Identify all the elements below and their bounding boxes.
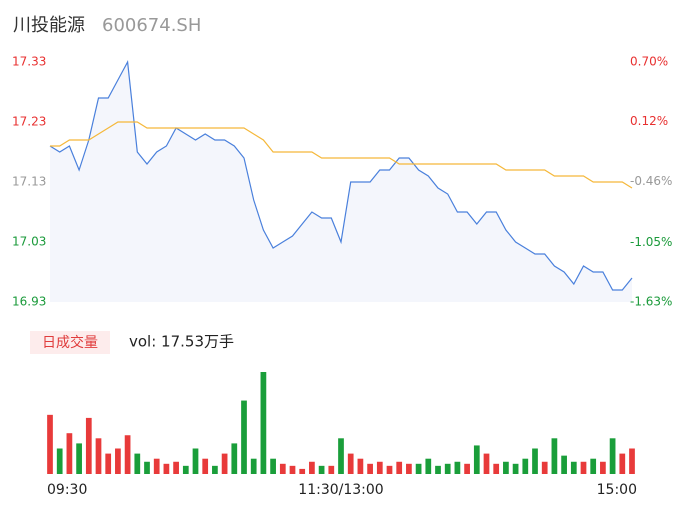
y-tick-label: 16.93 — [12, 295, 46, 309]
volume-bar — [464, 463, 470, 474]
volume-bar — [444, 463, 451, 474]
volume-bar — [493, 463, 500, 474]
volume-bar — [590, 458, 597, 474]
price-area — [50, 62, 632, 302]
volume-bar — [134, 453, 141, 474]
volume-bar — [367, 463, 373, 474]
volume-bar — [309, 461, 315, 474]
volume-bar — [406, 463, 412, 474]
volume-bar — [115, 448, 121, 474]
volume-bar — [541, 461, 548, 474]
volume-bar — [212, 465, 218, 474]
stock-code: 600674.SH — [102, 15, 201, 36]
volume-bar — [338, 438, 344, 474]
y-tick-label: 17.03 — [12, 235, 46, 249]
volume-bar — [551, 438, 558, 474]
volume-bar — [347, 453, 354, 474]
volume-bar — [95, 438, 102, 474]
volume-bar — [105, 453, 112, 474]
volume-bar — [144, 461, 150, 474]
volume-total: vol: 17.53万手 — [129, 333, 234, 351]
volume-bar — [580, 461, 587, 474]
volume-bar — [561, 455, 567, 474]
volume-bar — [522, 458, 529, 474]
volume-bar — [376, 461, 383, 474]
volume-bar — [173, 461, 179, 474]
volume-bar — [182, 465, 189, 474]
y2-tick-label: -1.05% — [630, 235, 672, 249]
volume-bar — [231, 443, 238, 474]
volume-bar — [318, 465, 325, 474]
stock-name: 川投能源 — [13, 15, 85, 36]
volume-bar — [76, 443, 82, 474]
volume-bar — [202, 458, 209, 474]
volume-bar — [483, 453, 490, 474]
volume-bar — [396, 461, 403, 474]
volume-bar — [357, 458, 364, 474]
volume-bar — [221, 453, 228, 474]
y-tick-label: 17.13 — [12, 175, 46, 189]
volume-bar — [473, 445, 480, 474]
y2-tick-label: 0.70% — [630, 55, 668, 69]
volume-bar — [163, 463, 170, 474]
x-tick-label: 11:30/13:00 — [298, 482, 383, 498]
volume-bar — [600, 461, 606, 474]
y-tick-label: 17.33 — [12, 55, 46, 69]
volume-bar — [386, 465, 393, 474]
volume-bar — [609, 438, 616, 474]
volume-bar — [619, 453, 626, 474]
volume-bar — [153, 458, 160, 474]
volume-bar — [328, 465, 335, 474]
y2-tick-label: 0.12% — [630, 114, 668, 128]
volume-bar — [47, 414, 53, 474]
y-tick-label: 17.23 — [12, 115, 46, 129]
series-line — [50, 121, 633, 189]
volume-bar — [425, 458, 432, 474]
volume-title: 日成交量 — [42, 334, 98, 351]
volume-bar — [503, 461, 509, 474]
volume-bar — [512, 463, 519, 474]
volume-bar — [279, 463, 286, 474]
volume-bar — [192, 448, 199, 474]
volume-bar — [629, 448, 635, 474]
volume-bar — [289, 465, 296, 474]
volume-bar — [56, 448, 63, 474]
volume-bar — [250, 458, 257, 474]
series-line — [49, 60, 633, 291]
volume-bar — [532, 448, 538, 474]
volume-bar — [241, 400, 247, 474]
volume-bar — [270, 458, 276, 474]
volume-bar — [66, 433, 73, 474]
volume-bar — [299, 468, 306, 474]
volume-bar — [435, 465, 441, 474]
y2-tick-label: -1.63% — [630, 295, 672, 309]
volume-bar — [124, 435, 131, 474]
volume-bar — [415, 463, 422, 474]
volume-badge — [30, 331, 110, 354]
volume-bar — [85, 417, 92, 474]
y2-tick-label: -0.46% — [630, 174, 672, 188]
x-tick-label: 09:30 — [47, 482, 87, 498]
volume-bar — [260, 372, 267, 474]
volume-bar — [454, 461, 461, 474]
x-tick-label: 15:00 — [597, 482, 637, 498]
volume-bar — [570, 461, 577, 474]
